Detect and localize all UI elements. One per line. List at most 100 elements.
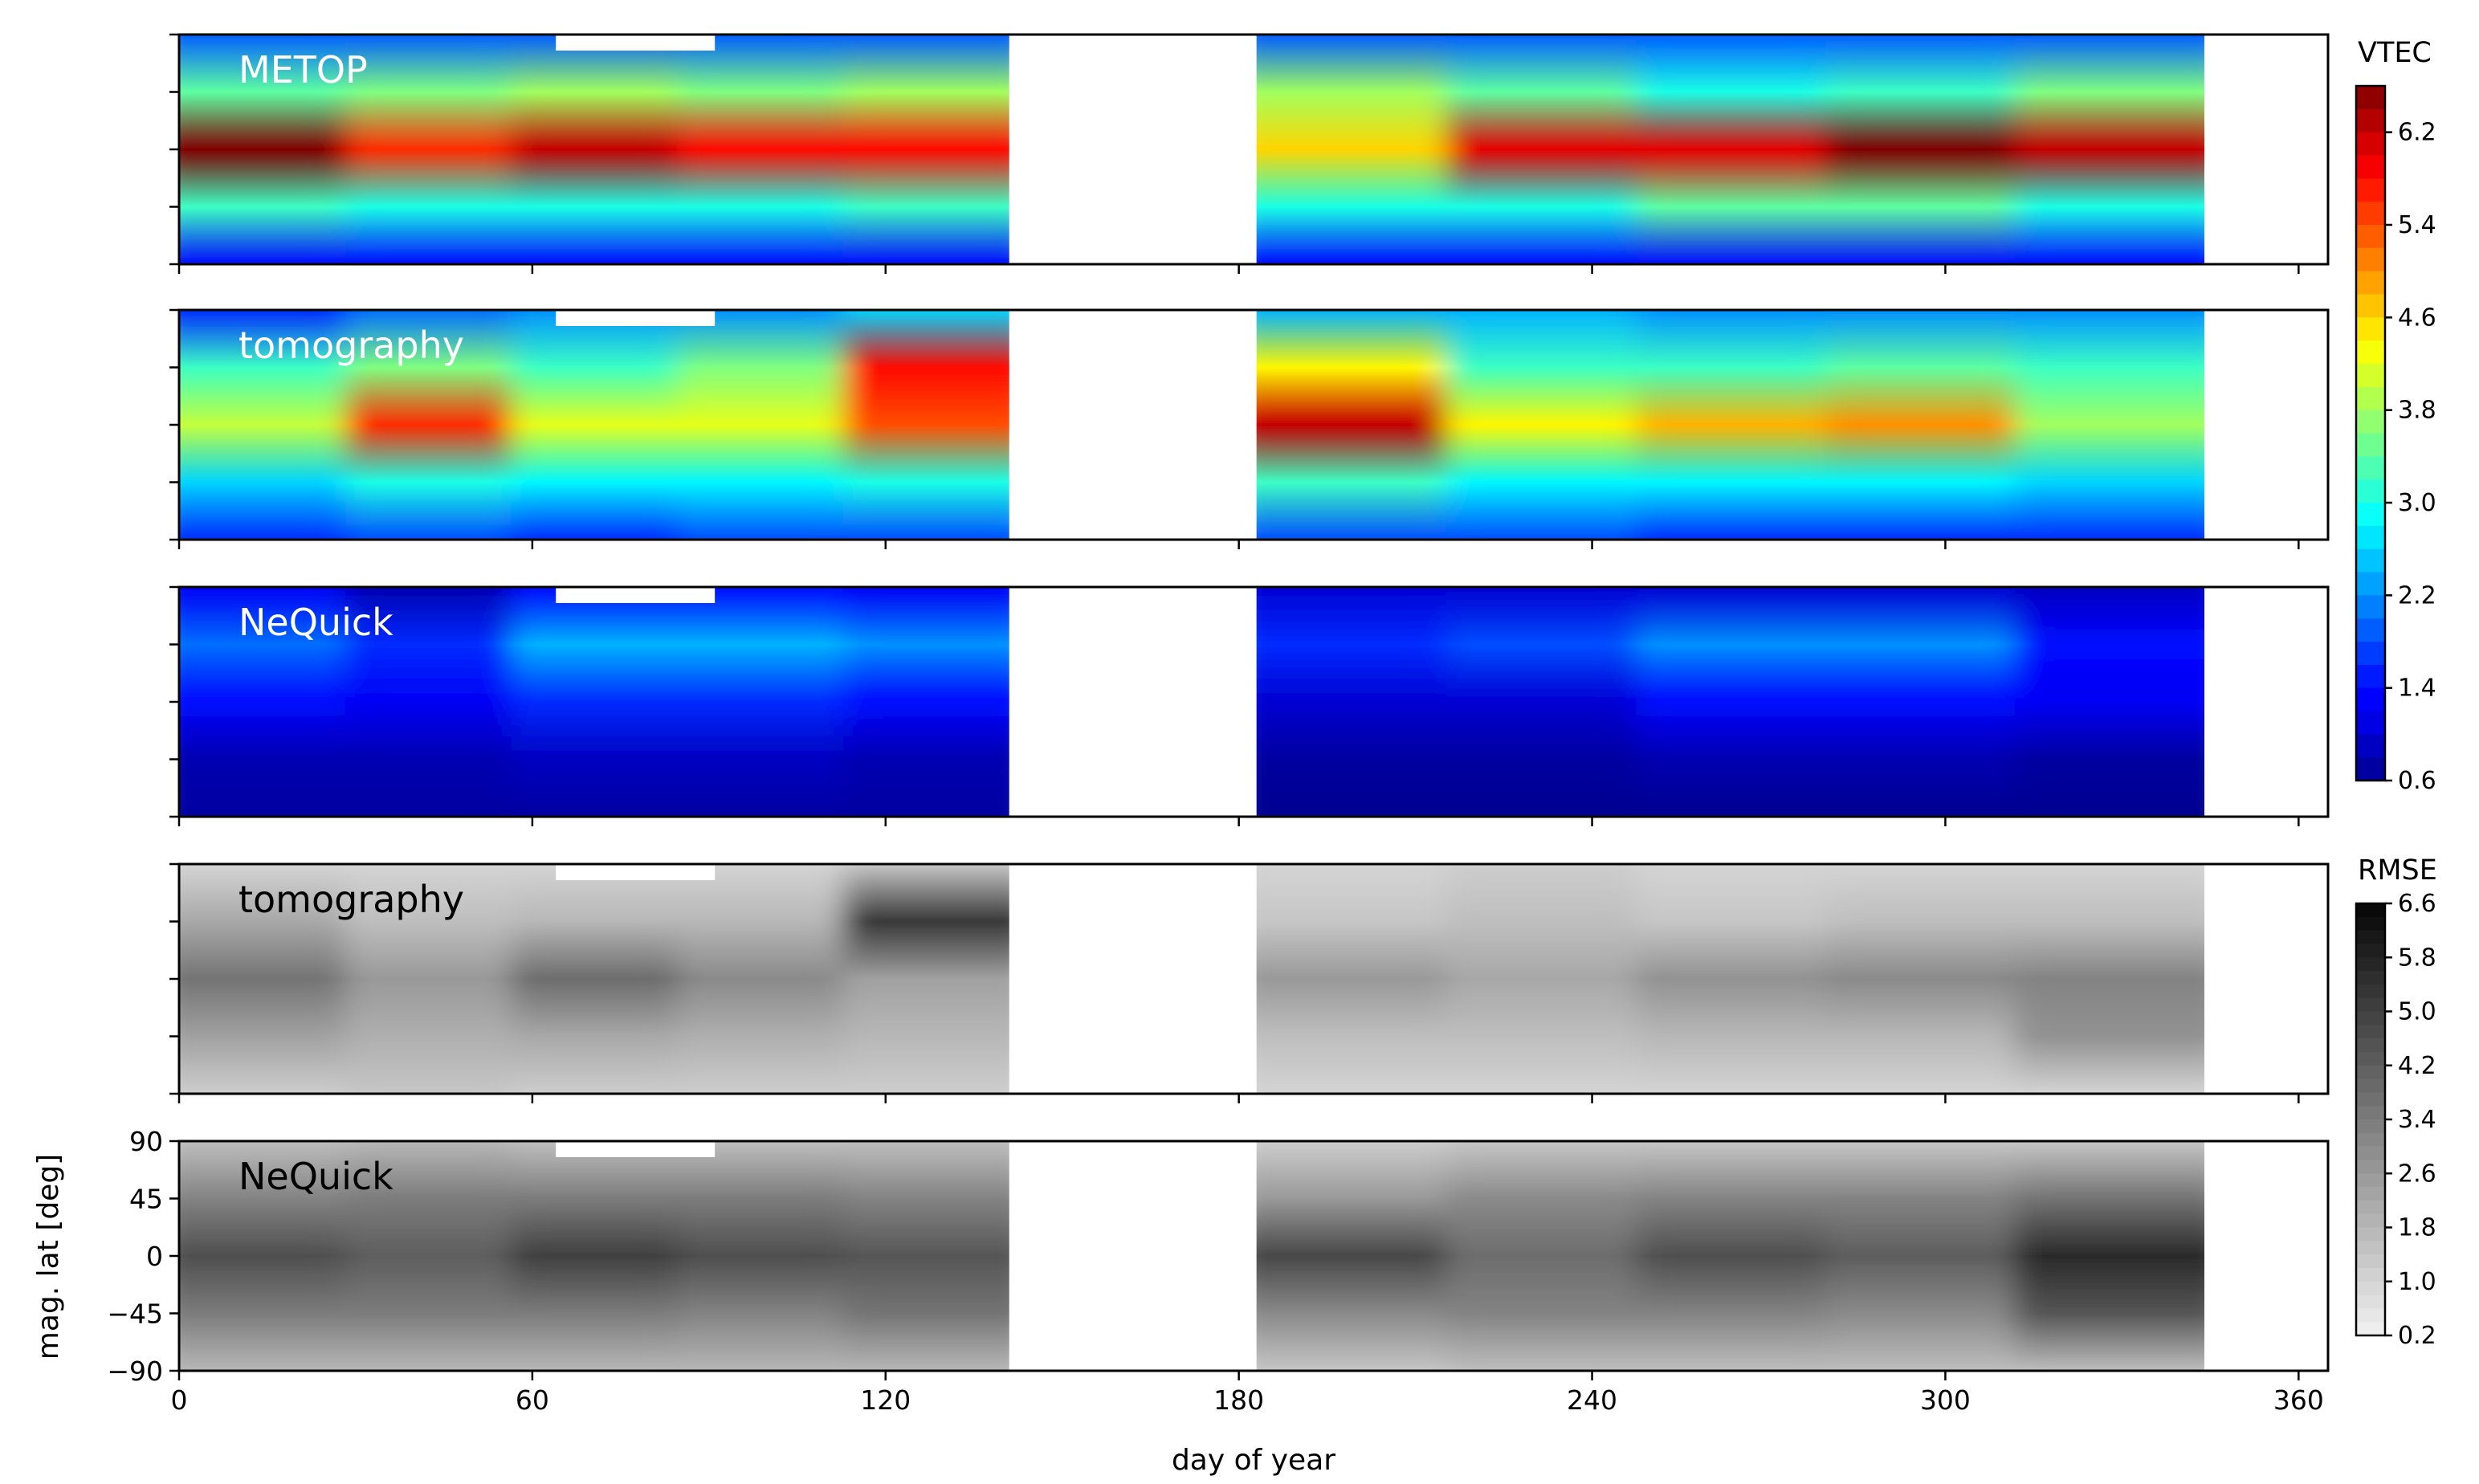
heatmap-column [1635, 864, 1826, 1094]
colorbar-band [2356, 664, 2385, 689]
panel-3: NeQuick [169, 585, 2330, 826]
colorbar-band [2356, 1106, 2385, 1120]
colorbar-tick-label: 5.0 [2398, 998, 2436, 1026]
heatmap-column [511, 35, 679, 264]
colorbar-band [2356, 271, 2385, 296]
heatmap-column [1825, 864, 2016, 1094]
colorbar-rmse: RMSE 6.6 5.8 5.0 4.2 3.4 2.6 1.8 1.0 0.2 [2355, 854, 2437, 1350]
colorbar-title: RMSE [2358, 854, 2437, 887]
heatmap-column [345, 35, 512, 264]
colorbar-band [2356, 1200, 2385, 1215]
colorbar-tick-label: 3.4 [2398, 1106, 2436, 1134]
colorbar-tick-label: 1.8 [2398, 1214, 2436, 1242]
colorbar-band [2356, 410, 2385, 434]
colorbar-tick-label: 1.4 [2398, 675, 2436, 703]
colorbar-band [2356, 1241, 2385, 1255]
panel-label: tomography [239, 324, 464, 367]
colorbar-band [2356, 1038, 2385, 1053]
colorbar-vtec: VTEC 6.2 5.4 4.6 3.8 3.0 2.2 1.4 0.6 [2355, 37, 2436, 795]
colorbar-band [2356, 687, 2385, 712]
heatmap-column [345, 310, 512, 540]
y-tick-label: 45 [129, 1184, 163, 1215]
colorbar-band [2356, 178, 2385, 202]
heatmap-column [842, 1141, 1009, 1371]
heatmap-column [1445, 310, 1637, 540]
colorbar-band [2356, 1227, 2385, 1241]
colorbar-band [2356, 916, 2385, 932]
panel-1: METOP [169, 33, 2330, 274]
heatmap-column [1445, 587, 1637, 817]
colorbar-band [2356, 618, 2385, 642]
heatmap-column [842, 310, 1009, 540]
colorbar-tick-label: 0.6 [2398, 767, 2436, 795]
heatmap-column [677, 587, 844, 817]
heatmap-column [2014, 1141, 2205, 1371]
heatmap-column [1635, 35, 1826, 264]
heatmap-column [345, 1141, 512, 1371]
colorbar-band [2356, 642, 2385, 666]
colorbar-band [2356, 155, 2385, 179]
y-tick-label: 90 [129, 1126, 163, 1157]
x-axis-label: day of year [1172, 1444, 1335, 1477]
heatmap-column [1256, 35, 1447, 264]
colorbar-band [2356, 202, 2385, 226]
heatmap-column [511, 310, 679, 540]
heatmap-column [511, 1141, 679, 1371]
colorbar-band [2356, 479, 2385, 503]
colorbar-band [2356, 903, 2385, 918]
colorbar-band [2356, 433, 2385, 457]
heatmap-column [842, 864, 1009, 1094]
panel-label: tomography [239, 878, 464, 921]
colorbar-tick-label: 4.6 [2398, 304, 2436, 332]
y-tick-label: 0 [146, 1241, 163, 1272]
heatmap-column [2014, 310, 2205, 540]
colorbar-band [2356, 1187, 2385, 1201]
colorbar-band [2356, 1119, 2385, 1134]
heatmap-column [1445, 864, 1637, 1094]
colorbar-band [2356, 997, 2385, 1013]
colorbar-band [2356, 595, 2385, 619]
colorbars: VTEC 6.2 5.4 4.6 3.8 3.0 2.2 1.4 0.6 RMSE 6.6 5.8 5.… [2355, 37, 2437, 1350]
colorbar-band [2356, 456, 2385, 480]
colorbar-band [2356, 1065, 2385, 1080]
colorbar-band [2356, 1025, 2385, 1039]
colorbar-title: VTEC [2358, 37, 2432, 69]
heatmap-column [2014, 587, 2205, 817]
colorbar-band [2356, 294, 2385, 318]
heatmap-column [1635, 587, 1826, 817]
heatmap-column [1256, 310, 1447, 540]
colorbar-band [2356, 1281, 2385, 1296]
heatmap-panels: METOP tomography NeQuick tomography 0 60 120 18… [107, 33, 2330, 1416]
x-tick-label: 60 [516, 1384, 549, 1416]
colorbar-band [2356, 503, 2385, 527]
heatmap-column [1825, 35, 2016, 264]
heatmap-column [345, 864, 512, 1094]
colorbar-band [2356, 386, 2385, 411]
x-tick-label: 120 [860, 1384, 911, 1416]
y-tick-label: −45 [107, 1298, 163, 1330]
colorbar-band [2356, 971, 2385, 985]
x-tick-label: 180 [1213, 1384, 1264, 1416]
x-tick-label: 240 [1567, 1384, 1617, 1416]
colorbar-band [2356, 757, 2385, 781]
colorbar-band [2356, 1011, 2385, 1025]
colorbar-band [2356, 548, 2385, 573]
colorbar-tick-label: 3.8 [2398, 397, 2436, 425]
heatmap-column [677, 864, 844, 1094]
heatmap-column [1825, 587, 2016, 817]
colorbar-band [2356, 525, 2385, 550]
heatmap-column [1256, 864, 1447, 1094]
panel-label: NeQuick [239, 1155, 393, 1198]
colorbar-band [2356, 108, 2385, 133]
colorbar-band [2356, 364, 2385, 388]
colorbar-tick-label: 4.2 [2398, 1052, 2436, 1080]
colorbar-band [2356, 225, 2385, 249]
colorbar-band [2356, 1146, 2385, 1161]
colorbar-tick-label: 5.4 [2398, 211, 2436, 239]
heatmap-column [1256, 587, 1447, 817]
colorbar-tick-label: 1.0 [2398, 1268, 2436, 1296]
heatmap-column [511, 587, 679, 817]
colorbar-band [2356, 984, 2385, 999]
colorbar-band [2356, 132, 2385, 157]
heatmap-column [511, 864, 679, 1094]
